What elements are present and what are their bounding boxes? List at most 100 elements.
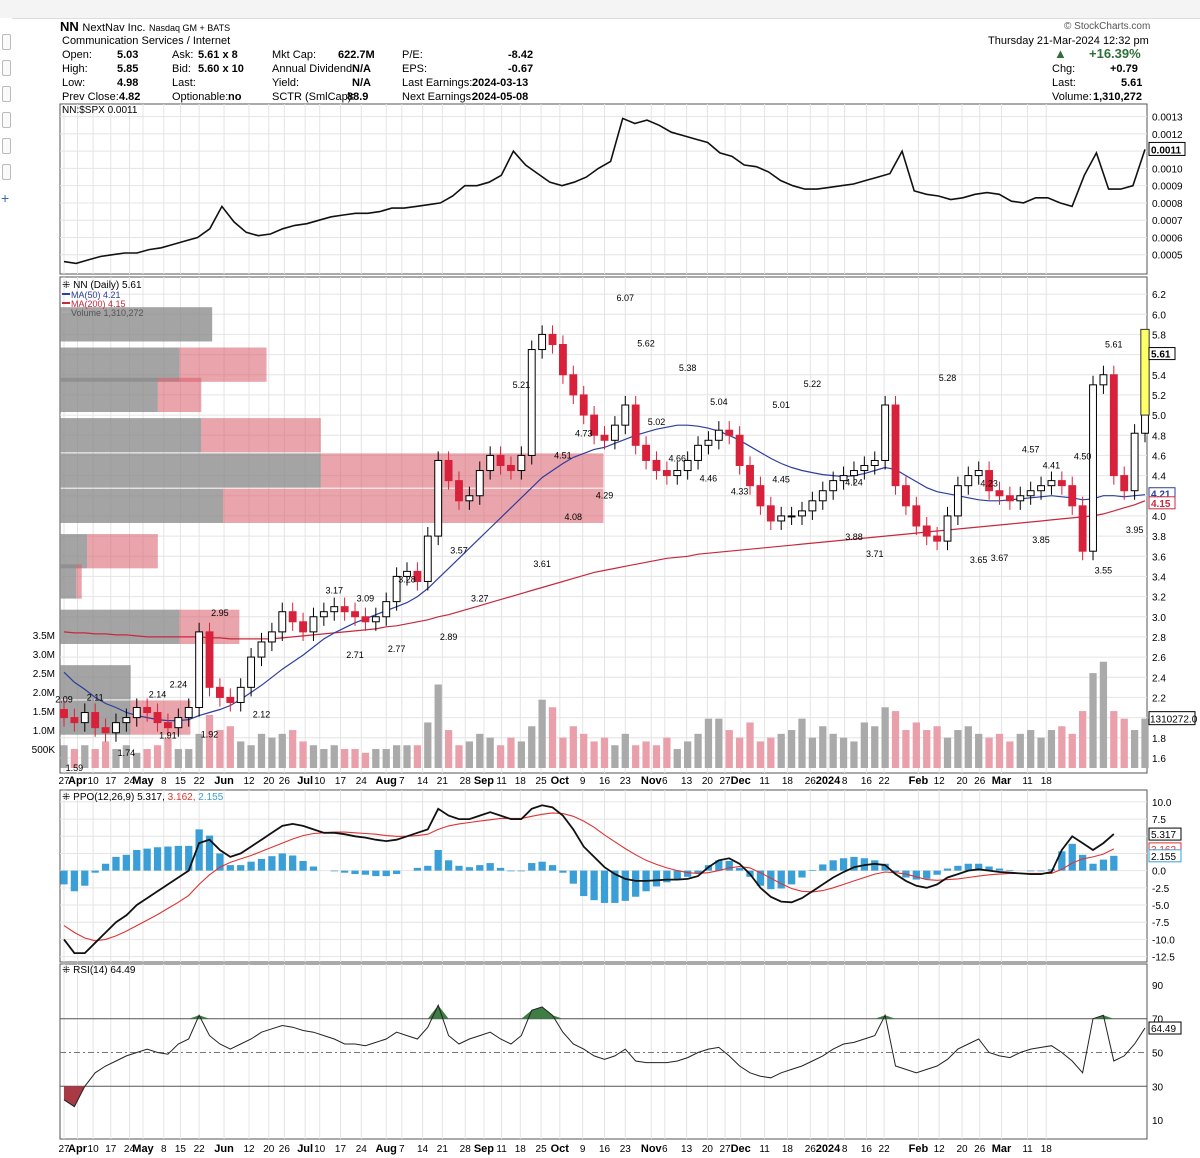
volume-bar: [548, 707, 557, 768]
ppo-histogram-bar: [341, 870, 349, 873]
x-axis-label: 2024: [816, 775, 841, 787]
candle-body: [870, 459, 879, 467]
rsi-tick-label: 50: [1152, 1049, 1164, 1060]
left-toolbar-button[interactable]: [2, 138, 11, 154]
x-axis-label: 22: [879, 776, 891, 787]
volume-bar: [153, 745, 162, 768]
ppo-histogram-bar: [174, 845, 182, 871]
price-annotation: 2.14: [149, 689, 167, 699]
x-axis-label: 27: [58, 1144, 70, 1155]
x-axis-label: 25: [536, 776, 548, 787]
last2-value: 5.61: [1121, 77, 1143, 89]
candle-body: [517, 454, 526, 472]
ppo-value-label: 5.317: [1151, 830, 1176, 841]
ratio-tick-label: 0.0005: [1152, 251, 1183, 262]
volume-bar: [455, 745, 463, 768]
ppo-histogram-bar: [559, 870, 567, 873]
x-axis-label: Jun: [214, 775, 234, 787]
price-annotation: 5.61: [1105, 340, 1123, 350]
x-axis-label: 8: [842, 776, 848, 787]
candle-body: [226, 696, 235, 703]
candle-body: [974, 470, 983, 477]
left-toolbar-button[interactable]: [2, 34, 11, 50]
volume-bar: [1068, 733, 1076, 768]
ask-label: Ask:: [172, 49, 194, 61]
ppo-histogram-bar: [725, 861, 733, 871]
x-axis-label: 18: [1041, 776, 1053, 787]
ppo-histogram-bar: [382, 870, 390, 877]
x-axis-label: 27: [720, 776, 732, 787]
candle-body: [132, 707, 141, 719]
left-toolbar-button[interactable]: [2, 164, 11, 180]
ppo-histogram-bar: [91, 870, 99, 873]
x-axis-label: 11: [1022, 1144, 1033, 1155]
ppo-histogram-bar: [185, 845, 193, 871]
candle-body: [922, 525, 931, 537]
x-axis-label: 22: [194, 776, 206, 787]
candle-body: [215, 686, 224, 698]
ppo-histogram-bar: [715, 860, 723, 871]
candle-body: [382, 601, 391, 618]
price-tick-label: 4.4: [1152, 472, 1166, 483]
open-value: 5.03: [117, 49, 139, 61]
volume-by-price-bar: [60, 453, 321, 488]
x-axis-label: 11: [496, 1144, 507, 1155]
candle-body: [610, 424, 619, 441]
ppo-histogram-bar: [112, 856, 120, 871]
volume-by-price-bar: [157, 377, 202, 413]
ppo-histogram-bar: [621, 870, 629, 901]
candle-body: [953, 485, 962, 517]
ratio-tick-label: 0.0010: [1152, 164, 1183, 175]
volume-bar: [850, 741, 858, 768]
ppo-histogram-bar: [81, 870, 89, 886]
volume-bar: [694, 733, 702, 768]
left-toolbar-button[interactable]: [2, 112, 11, 128]
candle-body: [995, 490, 1004, 497]
volume-axis-label: 1.5M: [33, 707, 55, 718]
ppo-tick-label: -5.0: [1152, 901, 1170, 912]
volume-axis-label: 2.5M: [33, 669, 55, 680]
volume-bar: [735, 737, 744, 768]
candle-body: [236, 686, 245, 703]
price-annotation: 3.95: [1126, 525, 1144, 535]
ppo-hist-value-label: 2.155: [1151, 852, 1176, 863]
price-tick-label: 6.2: [1152, 290, 1166, 301]
volume-bar: [1141, 718, 1149, 768]
volume-bar: [839, 737, 848, 768]
volume-by-price-bar: [60, 534, 88, 569]
ppo-histogram-bar: [289, 855, 297, 871]
ppo-histogram-bar: [684, 870, 692, 877]
mktcap-value: 622.7M: [338, 49, 375, 61]
candle-body: [548, 333, 557, 345]
ppo-histogram-bar: [923, 870, 931, 879]
volume-by-price-bar: [60, 347, 180, 382]
candle-body: [902, 485, 910, 507]
volume-label: Volume:: [1052, 91, 1092, 103]
ppo-tick-label: -10.0: [1152, 935, 1175, 946]
optionable-value: no: [228, 91, 242, 103]
price-annotation: 5.02: [648, 417, 666, 427]
candle-body: [486, 454, 495, 472]
volume-bar: [517, 741, 525, 768]
volume-bar: [881, 707, 889, 768]
volume-bar: [444, 730, 453, 768]
volume-bar: [382, 749, 390, 768]
volume-bar: [143, 749, 151, 768]
x-axis-label: 17: [335, 776, 347, 787]
volume-bar: [112, 749, 120, 768]
ppo-histogram-bar: [652, 870, 661, 887]
left-toolbar-button[interactable]: [2, 86, 11, 102]
volume-bar: [278, 733, 286, 768]
x-axis-label: 18: [782, 1144, 794, 1155]
x-axis-label: 26: [805, 776, 817, 787]
candle-body: [1089, 384, 1097, 552]
volume-bar: [1047, 730, 1056, 768]
rsi-panel: [59, 963, 1148, 1140]
price-annotation: 4.50: [1074, 452, 1092, 462]
add-icon[interactable]: +: [1, 190, 10, 206]
x-axis-label: 11: [759, 776, 770, 787]
ppo-histogram-bar: [985, 866, 993, 871]
left-toolbar-button[interactable]: [2, 60, 11, 76]
candle-body: [798, 510, 806, 517]
ppo-histogram-bar: [1089, 863, 1097, 871]
